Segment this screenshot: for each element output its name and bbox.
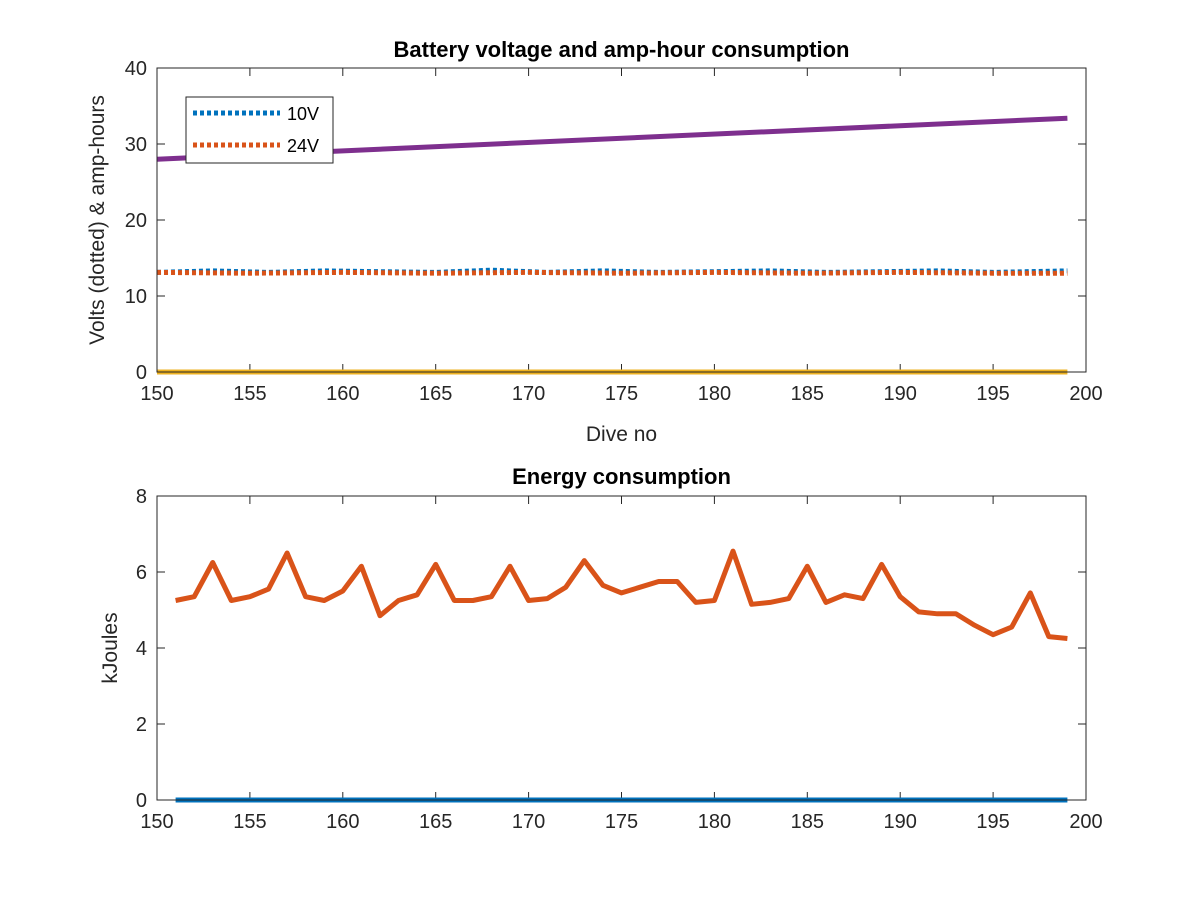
y-tick-label: 30 [125, 134, 147, 156]
chart-title: Energy consumption [512, 464, 731, 489]
x-tick-label: 185 [791, 811, 824, 833]
x-tick-label: 190 [884, 383, 917, 405]
y-tick-label: 0 [136, 790, 147, 812]
x-tick-label: 160 [326, 811, 359, 833]
x-tick-label: 195 [976, 383, 1009, 405]
tick-labels: 150 155 160 165 170 175 180 185 190 195 200 0 2 4 6 8 [136, 486, 1103, 833]
x-tick-label: 200 [1069, 811, 1102, 833]
x-tick-label: 175 [605, 811, 638, 833]
voltage-amphour-axes: 150 155 160 165 170 175 180 185 190 195 200 0 10 20 30… [86, 37, 1103, 446]
y-tick-label: 8 [136, 486, 147, 508]
legend-box [185, 96, 334, 164]
legend: 10V 24V [185, 96, 334, 164]
y-axis-label: kJoules [99, 612, 122, 683]
x-tick-label: 195 [976, 811, 1009, 833]
energy-consumption-axes: 150 155 160 165 170 175 180 185 190 195 200 0 2 4 6 8 E… [99, 464, 1103, 833]
x-tick-label: 190 [884, 811, 917, 833]
y-tick-label: 10 [125, 286, 147, 308]
legend-label-10v: 10V [287, 104, 319, 124]
y-tick-label: 2 [136, 714, 147, 736]
y-tick-label: 4 [136, 638, 147, 660]
x-tick-label: 165 [419, 383, 452, 405]
x-tick-label: 170 [512, 811, 545, 833]
x-tick-label: 150 [140, 811, 173, 833]
x-tick-label: 180 [698, 811, 731, 833]
x-axis-label: Dive no [586, 423, 657, 446]
axes-background [157, 496, 1086, 800]
y-tick-label: 6 [136, 562, 147, 584]
x-tick-label: 165 [419, 811, 452, 833]
y-tick-label: 20 [125, 210, 147, 232]
x-tick-label: 175 [605, 383, 638, 405]
x-tick-label: 160 [326, 383, 359, 405]
tick-labels: 150 155 160 165 170 175 180 185 190 195 200 0 10 20 30… [125, 58, 1103, 405]
x-tick-label: 155 [233, 811, 266, 833]
legend-label-24v: 24V [287, 136, 319, 156]
x-tick-label: 185 [791, 383, 824, 405]
series-line-24v [156, 269, 1068, 276]
chart-title: Battery voltage and amp-hour consumption [394, 37, 850, 62]
axes-box [156, 495, 1087, 801]
series-line-0 [175, 548, 1068, 641]
y-tick-label: 0 [136, 362, 147, 384]
y-tick-label: 40 [125, 58, 147, 80]
x-tick-label: 200 [1069, 383, 1102, 405]
x-tick-label: 155 [233, 383, 266, 405]
x-tick-label: 170 [512, 383, 545, 405]
axes-box [156, 67, 1087, 373]
x-tick-label: 180 [698, 383, 731, 405]
x-tick-label: 150 [140, 383, 173, 405]
y-axis-label: Volts (dotted) & amp-hours [86, 95, 109, 345]
